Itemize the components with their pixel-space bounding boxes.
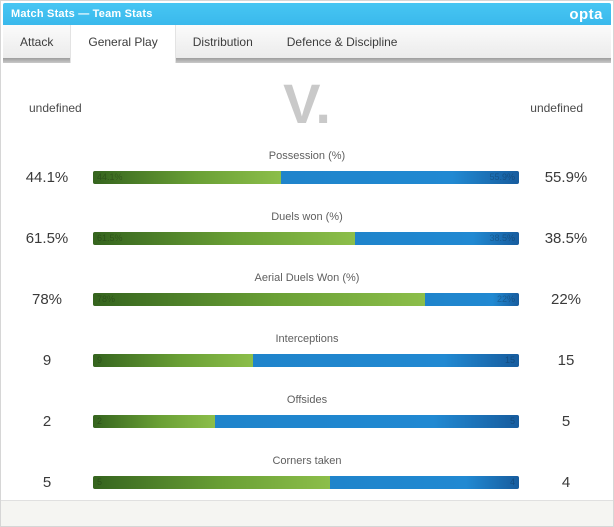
home-bar-inline-value: 61.5%: [97, 233, 123, 243]
home-bar-segment: 61.5%: [93, 232, 355, 245]
stats-panel: undefined V. undefined Possession (%) 44…: [1, 63, 613, 500]
home-bar-segment: 5: [93, 476, 330, 489]
stat-line: 9 9 15 15: [1, 352, 613, 369]
tab-distribution[interactable]: Distribution: [176, 25, 270, 58]
away-value: 22%: [550, 291, 582, 308]
stat-line: 2 2 5 5: [1, 413, 613, 430]
away-team-name: undefined: [530, 101, 583, 115]
stat-line: 61.5% 61.5% 38.5% 38.5%: [1, 230, 613, 247]
stat-label: Aerial Duels Won (%): [254, 272, 360, 284]
tab-label: Attack: [20, 34, 54, 49]
away-bar-segment: 4: [329, 476, 519, 489]
home-value: 44.1%: [25, 169, 69, 186]
stat-bar: 78% 22%: [93, 293, 519, 306]
away-value: 15: [557, 352, 575, 369]
away-bar-inline-value: 38.5%: [489, 233, 515, 243]
home-value: 78%: [31, 291, 63, 308]
stat-row: Duels won (%) 61.5% 61.5% 38.5% 38.5%: [1, 202, 613, 263]
footer-bar: [1, 500, 613, 526]
stat-label: Corners taken: [272, 455, 342, 467]
away-bar-inline-value: 5: [509, 416, 515, 426]
stat-line: 5 5 4 4: [1, 474, 613, 491]
stat-line: 44.1% 44.1% 55.9% 55.9%: [1, 169, 613, 186]
home-value: 9: [42, 352, 52, 369]
away-bar-segment: 15: [252, 354, 519, 367]
away-bar-segment: 38.5%: [354, 232, 519, 245]
home-value: 61.5%: [25, 230, 69, 247]
tab-attack[interactable]: Attack: [3, 25, 70, 58]
stat-row: Offsides 2 2 5 5: [1, 385, 613, 446]
tab-label: Distribution: [192, 34, 253, 49]
stat-bar: 2 5: [93, 415, 519, 428]
home-bar-inline-value: 2: [97, 416, 103, 426]
stat-label: Duels won (%): [271, 211, 343, 223]
home-bar-inline-value: 5: [97, 477, 103, 487]
home-bar-segment: 78%: [93, 293, 426, 306]
away-value: 5: [561, 413, 571, 430]
tabbar-underline: [3, 58, 611, 63]
tab-label: General Play: [88, 34, 158, 49]
away-bar-inline-value: 15: [504, 355, 515, 365]
home-bar-inline-value: 9: [97, 355, 103, 365]
tab-bar: Attack General Play Distribution Defence…: [3, 25, 611, 63]
stat-bar: 61.5% 38.5%: [93, 232, 519, 245]
home-value: 2: [42, 413, 52, 430]
stat-row: Possession (%) 44.1% 44.1% 55.9% 55.9%: [1, 141, 613, 202]
tab-defence-discipline[interactable]: Defence & Discipline: [270, 25, 415, 58]
tab-general-play[interactable]: General Play: [70, 25, 176, 63]
title-bar: Match Stats — Team Stats opta: [3, 3, 611, 25]
away-bar-segment: 22%: [425, 293, 519, 306]
home-bar-segment: 44.1%: [93, 171, 281, 184]
away-value: 38.5%: [544, 230, 588, 247]
away-bar-inline-value: 4: [509, 477, 515, 487]
away-bar-inline-value: 55.9%: [489, 172, 515, 182]
home-bar-segment: 9: [93, 354, 253, 367]
stat-bar: 5 4: [93, 476, 519, 489]
widget-title: Match Stats — Team Stats: [11, 8, 153, 20]
stat-label: Offsides: [286, 394, 328, 406]
home-bar-inline-value: 78%: [97, 294, 116, 304]
versus-separator: V.: [283, 72, 331, 135]
stat-row: Interceptions 9 9 15 15: [1, 324, 613, 385]
away-bar-inline-value: 22%: [496, 294, 515, 304]
opta-logo: opta: [569, 5, 603, 23]
away-value: 4: [561, 474, 571, 491]
away-bar-segment: 5: [214, 415, 519, 428]
home-team-name: undefined: [29, 101, 82, 115]
home-bar-inline-value: 44.1%: [97, 172, 123, 182]
teams-row: undefined V. undefined: [1, 63, 613, 141]
stat-label: Possession (%): [268, 150, 346, 162]
stat-line: 78% 78% 22% 22%: [1, 291, 613, 308]
away-bar-segment: 55.9%: [280, 171, 519, 184]
stat-label: Interceptions: [275, 333, 339, 345]
home-value: 5: [42, 474, 52, 491]
stat-bar: 9 15: [93, 354, 519, 367]
home-bar-segment: 2: [93, 415, 215, 428]
stat-bar: 44.1% 55.9%: [93, 171, 519, 184]
away-value: 55.9%: [544, 169, 588, 186]
stat-row: Corners taken 5 5 4 4: [1, 446, 613, 507]
stats-list: Possession (%) 44.1% 44.1% 55.9% 55.9% D…: [1, 141, 613, 507]
tab-label: Defence & Discipline: [286, 34, 398, 49]
stat-row: Aerial Duels Won (%) 78% 78% 22% 22%: [1, 263, 613, 324]
